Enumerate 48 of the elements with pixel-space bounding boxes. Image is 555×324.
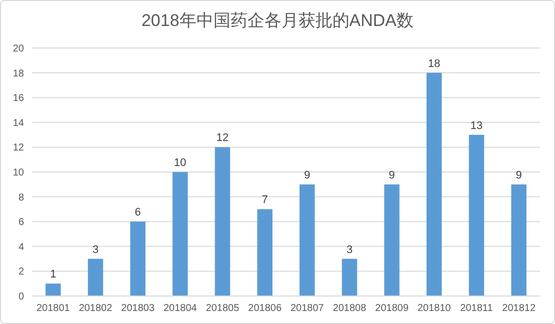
data-label: 13	[470, 120, 483, 132]
x-tick-label: 201812	[502, 303, 536, 314]
x-tick-label: 201809	[375, 303, 409, 314]
y-tick-label: 12	[12, 142, 24, 154]
y-tick-label: 0	[18, 292, 24, 302]
x-tick-label: 201808	[332, 303, 367, 314]
y-tick-label: 20	[12, 44, 24, 54]
bar	[511, 184, 526, 296]
bar	[426, 72, 442, 296]
y-tick-label: 4	[18, 242, 24, 253]
data-label: 10	[174, 157, 186, 169]
x-tick-label: 201806	[248, 303, 282, 314]
data-label: 9	[388, 169, 395, 182]
x-tick-label: 201810	[417, 303, 452, 314]
data-label: 3	[346, 244, 353, 256]
data-label: 3	[92, 244, 99, 256]
bar	[214, 147, 230, 296]
x-tick-label: 201803	[121, 303, 155, 314]
y-tick-label: 2	[18, 266, 24, 278]
bar	[46, 284, 61, 296]
y-tick-label: 14	[12, 118, 24, 129]
y-tick-label: 10	[12, 168, 24, 178]
bar	[257, 209, 272, 296]
x-tick-label: 201802	[78, 303, 113, 314]
y-tick-label: 18	[12, 68, 24, 80]
data-label: 6	[134, 206, 141, 219]
bar	[384, 184, 400, 296]
bar	[88, 258, 104, 296]
bar	[130, 222, 146, 296]
data-label: 9	[304, 169, 310, 182]
bar	[342, 258, 358, 296]
x-tick-label: 201807	[290, 303, 324, 314]
data-label: 1	[50, 268, 56, 281]
y-tick-label: 6	[18, 217, 24, 228]
x-tick-label: 201811	[460, 303, 494, 314]
bar	[172, 172, 188, 296]
bar	[468, 134, 484, 296]
data-label: 7	[262, 194, 268, 206]
x-tick-label: 201805	[206, 303, 240, 314]
y-tick-label: 8	[18, 192, 24, 204]
x-tick-label: 201804	[163, 303, 198, 314]
data-label: 18	[428, 58, 440, 70]
data-label: 9	[516, 169, 522, 182]
y-tick-label: 16	[12, 93, 24, 104]
chart-title: 2018年中国药企各月获批的ANDA数	[141, 11, 414, 30]
bar	[300, 184, 315, 296]
data-label: 12	[216, 132, 229, 144]
x-tick-label: 201801	[36, 303, 70, 314]
